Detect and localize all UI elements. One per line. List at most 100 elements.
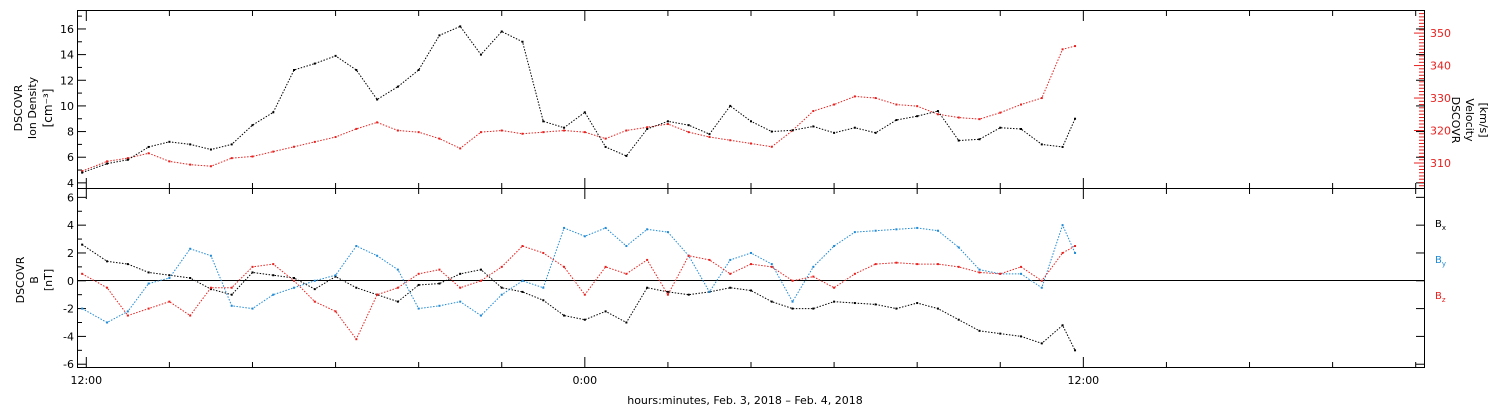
velocity-point-27 <box>646 126 649 129</box>
bx-point-31 <box>729 286 732 289</box>
bx-point-45 <box>1020 335 1023 338</box>
by-point-8 <box>251 307 254 310</box>
velocity-point-48 <box>1074 45 1077 48</box>
velocity-point-0 <box>81 170 84 173</box>
by-point-18 <box>459 300 462 303</box>
bx-point-34 <box>791 307 794 310</box>
ytick-label-top-6: 16 <box>60 23 74 36</box>
bx-point-15 <box>396 300 399 303</box>
bx-point-24 <box>583 318 586 321</box>
bx-point-40 <box>916 302 919 305</box>
velocity-point-24 <box>583 131 586 134</box>
bz-point-24 <box>583 293 586 296</box>
bx-line <box>81 244 1076 351</box>
by-point-38 <box>874 229 877 232</box>
bx-point-4 <box>168 274 171 277</box>
bz-point-10 <box>293 279 296 282</box>
by-point-34 <box>791 300 794 303</box>
top-left-axis-ticks: 4 6 8 10 12 14 16 <box>60 15 1424 190</box>
bz-point-34 <box>791 279 794 282</box>
velocity-point-20 <box>500 129 503 132</box>
velocity-point-42 <box>957 116 960 119</box>
velocity-point-37 <box>853 95 856 98</box>
legend-bz: Bz <box>1435 291 1446 304</box>
velocity-point-38 <box>874 97 877 100</box>
bx-point-41 <box>936 307 939 310</box>
by-point-28 <box>666 231 669 234</box>
ytick-label-bot-5: 4 <box>67 219 74 232</box>
by-point-20 <box>500 293 503 296</box>
bz-point-31 <box>729 272 732 275</box>
by-point-15 <box>396 268 399 271</box>
velocity-line <box>81 45 1076 172</box>
velocity-point-47 <box>1061 48 1064 51</box>
by-point-6 <box>209 254 212 257</box>
bz-point-32 <box>750 263 752 266</box>
density-point-15 <box>396 85 399 88</box>
velocity-point-5 <box>189 163 192 166</box>
density-point-46 <box>1040 143 1043 146</box>
bz-point-3 <box>147 307 150 310</box>
ylabel-right-line3: [km/s] <box>1477 102 1490 137</box>
by-point-41 <box>936 229 939 232</box>
by-point-14 <box>376 254 379 257</box>
bx-point-10 <box>293 277 296 279</box>
ytick-label-right-0: 310 <box>1430 157 1451 170</box>
bz-point-4 <box>168 300 171 303</box>
velocity-point-16 <box>417 131 420 134</box>
ylabel-bottom-line2: B <box>28 276 41 284</box>
by-point-45 <box>1020 272 1023 275</box>
bz-point-18 <box>459 286 462 289</box>
by-line <box>81 223 1076 324</box>
density-point-14 <box>376 98 379 101</box>
bx-point-35 <box>812 307 815 310</box>
density-point-45 <box>1020 128 1023 130</box>
ytick-label-bot-3: 0 <box>67 275 74 288</box>
velocity-point-25 <box>604 137 607 140</box>
density-point-43 <box>978 138 981 141</box>
velocity-point-10 <box>293 145 296 148</box>
density-point-29 <box>687 124 690 127</box>
bz-point-28 <box>666 293 669 296</box>
ylabel-right-line1: DSCOVR <box>1449 97 1462 144</box>
bz-point-46 <box>1040 279 1043 282</box>
velocity-point-4 <box>168 160 171 163</box>
bx-point-37 <box>853 302 856 305</box>
bz-point-19 <box>479 279 482 282</box>
bx-point-12 <box>334 275 337 278</box>
ytick-label-top-4: 12 <box>60 74 74 87</box>
density-point-13 <box>355 69 358 71</box>
velocity-point-3 <box>147 152 150 155</box>
ytick-label-right-3: 340 <box>1430 60 1451 73</box>
velocity-point-32 <box>750 142 752 145</box>
bz-point-23 <box>563 265 566 268</box>
bx-point-38 <box>874 303 877 306</box>
density-point-5 <box>189 143 192 146</box>
velocity-point-36 <box>833 103 836 106</box>
bx-point-48 <box>1074 349 1077 352</box>
bz-point-37 <box>853 272 856 275</box>
bx-point-3 <box>147 271 150 274</box>
by-point-35 <box>812 265 815 268</box>
bz-point-13 <box>355 338 358 341</box>
x-axis-ticks: 12:00 0:00 12:00 <box>70 11 1417 387</box>
bz-point-8 <box>251 265 254 268</box>
velocity-point-40 <box>916 105 919 108</box>
by-point-32 <box>750 251 752 254</box>
by-point-22 <box>542 286 545 289</box>
bottom-panel-data <box>81 223 1077 352</box>
ytick-label-right-1: 320 <box>1430 125 1451 138</box>
ytick-label-bot-0: -6 <box>63 358 74 371</box>
density-point-12 <box>334 54 337 57</box>
ytick-label-bot-6: 6 <box>67 191 74 204</box>
by-point-4 <box>168 277 171 279</box>
bz-point-41 <box>936 263 939 266</box>
bz-point-44 <box>999 272 1002 275</box>
bz-point-0 <box>81 272 84 275</box>
bz-point-35 <box>812 275 815 278</box>
density-point-21 <box>521 40 524 43</box>
density-point-37 <box>853 126 856 129</box>
density-point-24 <box>583 111 586 114</box>
by-point-42 <box>957 246 960 249</box>
by-point-33 <box>770 263 773 266</box>
